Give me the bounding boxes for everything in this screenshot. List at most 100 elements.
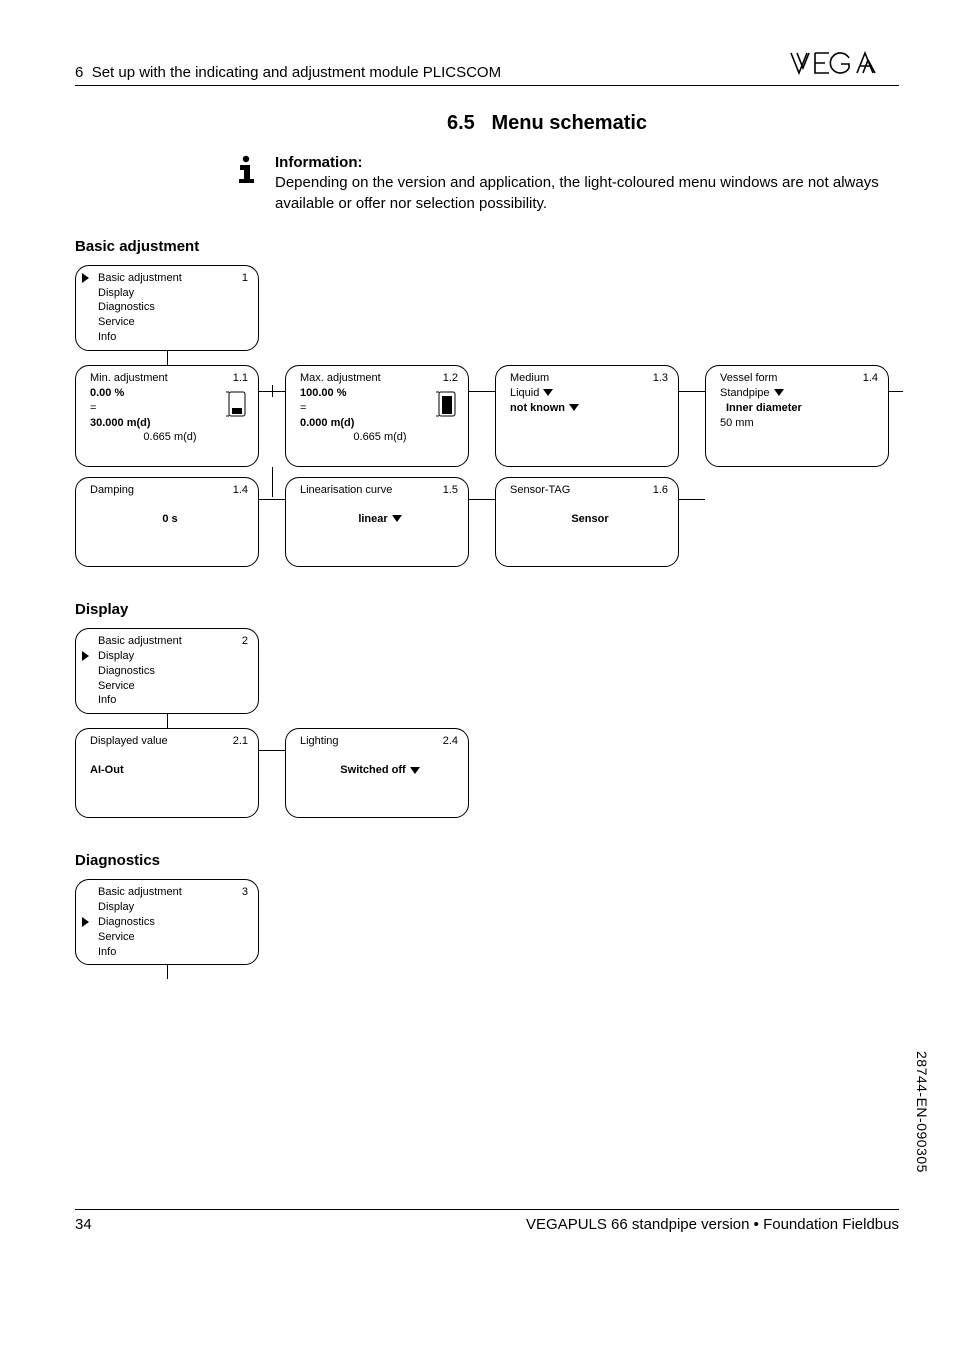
box-title: Displayed value [90, 734, 250, 749]
box-num: 2 [242, 634, 248, 649]
basic-row1: 1.1 Min. adjustment 0.00 % = 30.000 m(d)… [75, 365, 899, 467]
connector [259, 499, 285, 500]
dropdown[interactable]: Switched off [340, 763, 419, 778]
max-adjustment-box: 1.2 Max. adjustment 100.00 % = 0.000 m(d… [285, 365, 469, 467]
medium-box: 1.3 Medium Liquid not known [495, 365, 679, 467]
page-footer: 34 VEGAPULS 66 standpipe version • Found… [75, 1209, 899, 1233]
basic-heading: Basic adjustment [75, 238, 899, 255]
doc-title: VEGAPULS 66 standpipe version • Foundati… [526, 1216, 899, 1233]
connector [679, 499, 705, 500]
chapter-title: Set up with the indicating and adjustmen… [92, 64, 501, 81]
selector-icon [82, 917, 89, 927]
menu-item: Service [98, 679, 248, 694]
box-title: Sensor-TAG [510, 483, 670, 498]
box-num: 1.3 [653, 371, 668, 386]
box-line: 0.665 m(d) [300, 430, 460, 445]
menu-item: Display [98, 649, 248, 664]
info-heading: Information: [275, 153, 899, 173]
vessel-form-box: 1.4 Vessel form Standpipe Inner diameter… [705, 365, 889, 467]
menu-item: Basic adjustment [98, 271, 248, 286]
sensor-tag-box: 1.6 Sensor-TAG Sensor [495, 477, 679, 567]
connector [889, 391, 903, 392]
box-line: Sensor [510, 512, 670, 527]
box-num: 1.5 [443, 483, 458, 498]
box-num: 1.1 [233, 371, 248, 386]
box-num: 1 [242, 271, 248, 286]
connector [469, 499, 495, 500]
box-title: Damping [90, 483, 250, 498]
section-name: Menu schematic [491, 112, 647, 134]
display-heading: Display [75, 601, 899, 618]
box-title: Medium [510, 371, 670, 386]
box-line: AI-Out [90, 763, 250, 778]
info-body: Depending on the version and application… [275, 173, 899, 214]
connector [679, 391, 705, 392]
vessel-max-icon [436, 390, 458, 425]
connector [167, 965, 168, 979]
dropdown[interactable]: linear [358, 512, 401, 527]
box-num: 1.4 [863, 371, 878, 386]
info-icon [235, 155, 257, 190]
box-title: Vessel form [720, 371, 880, 386]
box-title: Max. adjustment [300, 371, 460, 386]
diag-schematic: 3 Basic adjustment Display Diagnostics S… [75, 879, 899, 979]
box-line: 0 s [90, 512, 250, 527]
menu-item: Service [98, 930, 248, 945]
display-schematic: 2 Basic adjustment Display Diagnostics S… [75, 628, 899, 818]
info-block: Information: Depending on the version an… [235, 153, 899, 214]
dropdown[interactable]: Liquid [510, 386, 553, 401]
box-line: 50 mm [720, 416, 880, 431]
vessel-min-icon [226, 390, 248, 425]
chapter-num: 6 [75, 64, 83, 81]
box-num: 3 [242, 885, 248, 900]
menu-item: Diagnostics [98, 664, 248, 679]
menu-item: Info [98, 693, 248, 708]
diag-root-menu: 3 Basic adjustment Display Diagnostics S… [75, 879, 259, 965]
vega-logo [789, 50, 899, 81]
min-adjustment-box: 1.1 Min. adjustment 0.00 % = 30.000 m(d)… [75, 365, 259, 467]
box-num: 1.6 [653, 483, 668, 498]
selector-icon [82, 651, 89, 661]
lighting-box: 2.4 Lighting Switched off [285, 728, 469, 818]
connector [259, 750, 285, 751]
box-line: 0.665 m(d) [90, 430, 250, 445]
basic-schematic: 1 Basic adjustment Display Diagnostics S… [75, 265, 899, 567]
menu-item: Basic adjustment [98, 634, 248, 649]
box-line: Inner diameter [720, 401, 880, 416]
menu-item: Basic adjustment [98, 885, 248, 900]
basic-root-menu: 1 Basic adjustment Display Diagnostics S… [75, 265, 259, 351]
page-header: 6 Set up with the indicating and adjustm… [75, 50, 899, 86]
header-text: 6 Set up with the indicating and adjustm… [75, 64, 501, 81]
selector-icon [82, 273, 89, 283]
display-root-menu: 2 Basic adjustment Display Diagnostics S… [75, 628, 259, 714]
connector [259, 391, 285, 392]
display-row: 2.1 Displayed value AI-Out 2.4 Lighting … [75, 728, 899, 818]
damping-box: 1.4 Damping 0 s [75, 477, 259, 567]
connector [167, 714, 168, 728]
menu-item: Diagnostics [98, 915, 248, 930]
connector [469, 391, 495, 392]
box-title: Min. adjustment [90, 371, 250, 386]
linearisation-box: 1.5 Linearisation curve linear [285, 477, 469, 567]
section-number: 6.5 [447, 112, 475, 134]
dropdown[interactable]: not known [510, 401, 579, 416]
side-code: 28744-EN-090305 [914, 1051, 930, 1173]
section-title: 6.5 Menu schematic [195, 112, 899, 135]
connector [167, 351, 168, 365]
displayed-value-box: 2.1 Displayed value AI-Out [75, 728, 259, 818]
menu-item: Display [98, 900, 248, 915]
box-title: Lighting [300, 734, 460, 749]
menu-item: Service [98, 315, 248, 330]
connector [272, 467, 273, 497]
diag-heading: Diagnostics [75, 852, 899, 869]
box-num: 1.4 [233, 483, 248, 498]
menu-item: Display [98, 286, 248, 301]
menu-item: Info [98, 330, 248, 345]
box-num: 1.2 [443, 371, 458, 386]
menu-item: Diagnostics [98, 300, 248, 315]
basic-row2: 1.4 Damping 0 s 1.5 Linearisation curve … [75, 477, 899, 567]
info-text: Information: Depending on the version an… [275, 153, 899, 214]
box-num: 2.1 [233, 734, 248, 749]
dropdown[interactable]: Standpipe [720, 386, 784, 401]
page-number: 34 [75, 1216, 92, 1233]
